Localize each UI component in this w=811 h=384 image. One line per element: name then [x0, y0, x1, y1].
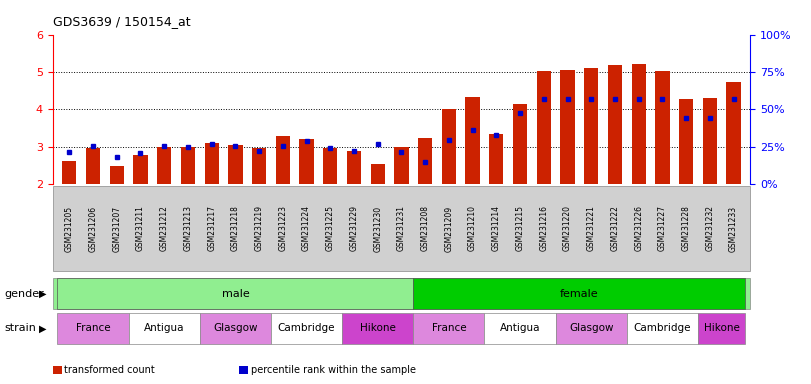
Text: GSM231208: GSM231208 — [421, 205, 430, 252]
Text: percentile rank within the sample: percentile rank within the sample — [251, 365, 415, 375]
Bar — [252, 148, 266, 184]
Text: GSM231224: GSM231224 — [302, 205, 311, 252]
Text: GSM231205: GSM231205 — [65, 205, 74, 252]
Text: GSM231226: GSM231226 — [634, 205, 643, 252]
Text: GSM231209: GSM231209 — [444, 205, 453, 252]
Text: GSM231227: GSM231227 — [658, 205, 667, 252]
Text: male: male — [221, 289, 249, 299]
Bar — [418, 137, 432, 184]
Bar — [299, 139, 314, 184]
Bar — [228, 145, 242, 184]
Text: GSM231220: GSM231220 — [563, 205, 572, 252]
Bar — [276, 136, 290, 184]
Text: Antigua: Antigua — [500, 323, 540, 333]
Bar — [560, 70, 575, 184]
Text: female: female — [560, 289, 599, 299]
Bar — [204, 143, 219, 184]
Bar — [442, 109, 456, 184]
Bar — [655, 71, 670, 184]
Text: Cambridge: Cambridge — [633, 323, 691, 333]
Text: GSM231217: GSM231217 — [207, 205, 217, 252]
Text: GSM231216: GSM231216 — [539, 205, 548, 252]
Text: Hikone: Hikone — [704, 323, 740, 333]
Bar — [86, 147, 101, 184]
Text: GSM231213: GSM231213 — [183, 205, 192, 252]
Text: GSM231211: GSM231211 — [136, 205, 145, 252]
Text: GSM231210: GSM231210 — [468, 205, 477, 252]
Bar — [584, 68, 599, 184]
Bar — [323, 147, 337, 184]
Text: France: France — [431, 323, 466, 333]
Text: Hikone: Hikone — [360, 323, 396, 333]
Text: ▶: ▶ — [39, 289, 46, 299]
Text: GSM231231: GSM231231 — [397, 205, 406, 252]
Text: transformed count: transformed count — [64, 365, 155, 375]
Bar — [679, 99, 693, 184]
Text: GSM231232: GSM231232 — [706, 205, 714, 252]
Bar — [109, 166, 124, 184]
Bar — [62, 161, 76, 184]
Text: ▶: ▶ — [39, 323, 46, 333]
Text: Glasgow: Glasgow — [569, 323, 613, 333]
Bar — [513, 104, 527, 184]
Bar — [702, 98, 717, 184]
Bar — [489, 134, 504, 184]
Bar — [133, 155, 148, 184]
Bar — [394, 147, 409, 184]
Text: GSM231215: GSM231215 — [516, 205, 525, 252]
Text: GSM231212: GSM231212 — [160, 205, 169, 252]
Text: GSM231230: GSM231230 — [373, 205, 382, 252]
Bar — [537, 71, 551, 184]
Text: Antigua: Antigua — [144, 323, 184, 333]
Text: Glasgow: Glasgow — [213, 323, 258, 333]
Text: GSM231219: GSM231219 — [255, 205, 264, 252]
Bar — [727, 83, 740, 184]
Bar — [632, 64, 646, 184]
Bar — [607, 65, 622, 184]
Text: GSM231233: GSM231233 — [729, 205, 738, 252]
Text: gender: gender — [4, 289, 44, 299]
Bar — [466, 98, 480, 184]
Bar — [181, 147, 195, 184]
Text: strain: strain — [4, 323, 36, 333]
Text: GSM231228: GSM231228 — [681, 205, 691, 252]
Text: GSM231214: GSM231214 — [491, 205, 501, 252]
Text: France: France — [75, 323, 110, 333]
Text: GSM231223: GSM231223 — [278, 205, 287, 252]
Text: Cambridge: Cambridge — [278, 323, 335, 333]
Text: GSM231206: GSM231206 — [88, 205, 97, 252]
Text: GSM231207: GSM231207 — [112, 205, 122, 252]
Text: GSM231218: GSM231218 — [231, 205, 240, 252]
Bar — [157, 147, 171, 184]
Bar — [347, 151, 361, 184]
Text: GSM231229: GSM231229 — [350, 205, 358, 252]
Text: GSM231225: GSM231225 — [326, 205, 335, 252]
Text: GDS3639 / 150154_at: GDS3639 / 150154_at — [53, 15, 191, 28]
Text: GSM231221: GSM231221 — [586, 205, 596, 252]
Bar — [371, 164, 385, 184]
Text: GSM231222: GSM231222 — [611, 205, 620, 252]
